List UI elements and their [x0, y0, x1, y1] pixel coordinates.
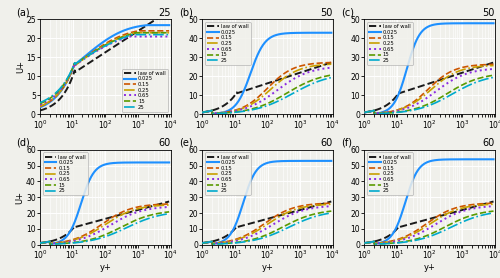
Text: 60: 60: [320, 138, 333, 148]
Legend: law of wall, 0.025, 0.15, 0.25, 0.65, 15, 25: law of wall, 0.025, 0.15, 0.25, 0.65, 15…: [367, 152, 412, 195]
Legend: law of wall, 0.025, 0.15, 0.25, 0.65, 15, 25: law of wall, 0.025, 0.15, 0.25, 0.65, 15…: [122, 69, 168, 112]
Legend: law of wall, 0.025, 0.15, 0.25, 0.65, 15, 25: law of wall, 0.025, 0.15, 0.25, 0.65, 15…: [205, 152, 250, 195]
Text: (e): (e): [178, 138, 192, 148]
Text: 60: 60: [483, 138, 495, 148]
Legend: law of wall, 0.025, 0.15, 0.25, 0.65, 15, 25: law of wall, 0.025, 0.15, 0.25, 0.65, 15…: [205, 22, 250, 65]
Text: (c): (c): [341, 8, 354, 18]
X-axis label: y+: y+: [424, 263, 436, 272]
Text: (b): (b): [178, 8, 192, 18]
Text: (a): (a): [16, 8, 30, 18]
Text: 60: 60: [158, 138, 170, 148]
Text: 50: 50: [320, 8, 333, 18]
Text: (f): (f): [341, 138, 352, 148]
X-axis label: y+: y+: [100, 263, 111, 272]
Y-axis label: U+: U+: [16, 191, 24, 204]
Legend: law of wall, 0.025, 0.15, 0.25, 0.65, 15, 25: law of wall, 0.025, 0.15, 0.25, 0.65, 15…: [367, 22, 412, 65]
Legend: law of wall, 0.025, 0.15, 0.25, 0.65, 15, 25: law of wall, 0.025, 0.15, 0.25, 0.65, 15…: [42, 152, 88, 195]
Y-axis label: U+: U+: [16, 60, 25, 73]
X-axis label: y+: y+: [262, 263, 274, 272]
Text: 25: 25: [158, 8, 170, 18]
Text: (d): (d): [16, 138, 30, 148]
Text: 50: 50: [482, 8, 495, 18]
